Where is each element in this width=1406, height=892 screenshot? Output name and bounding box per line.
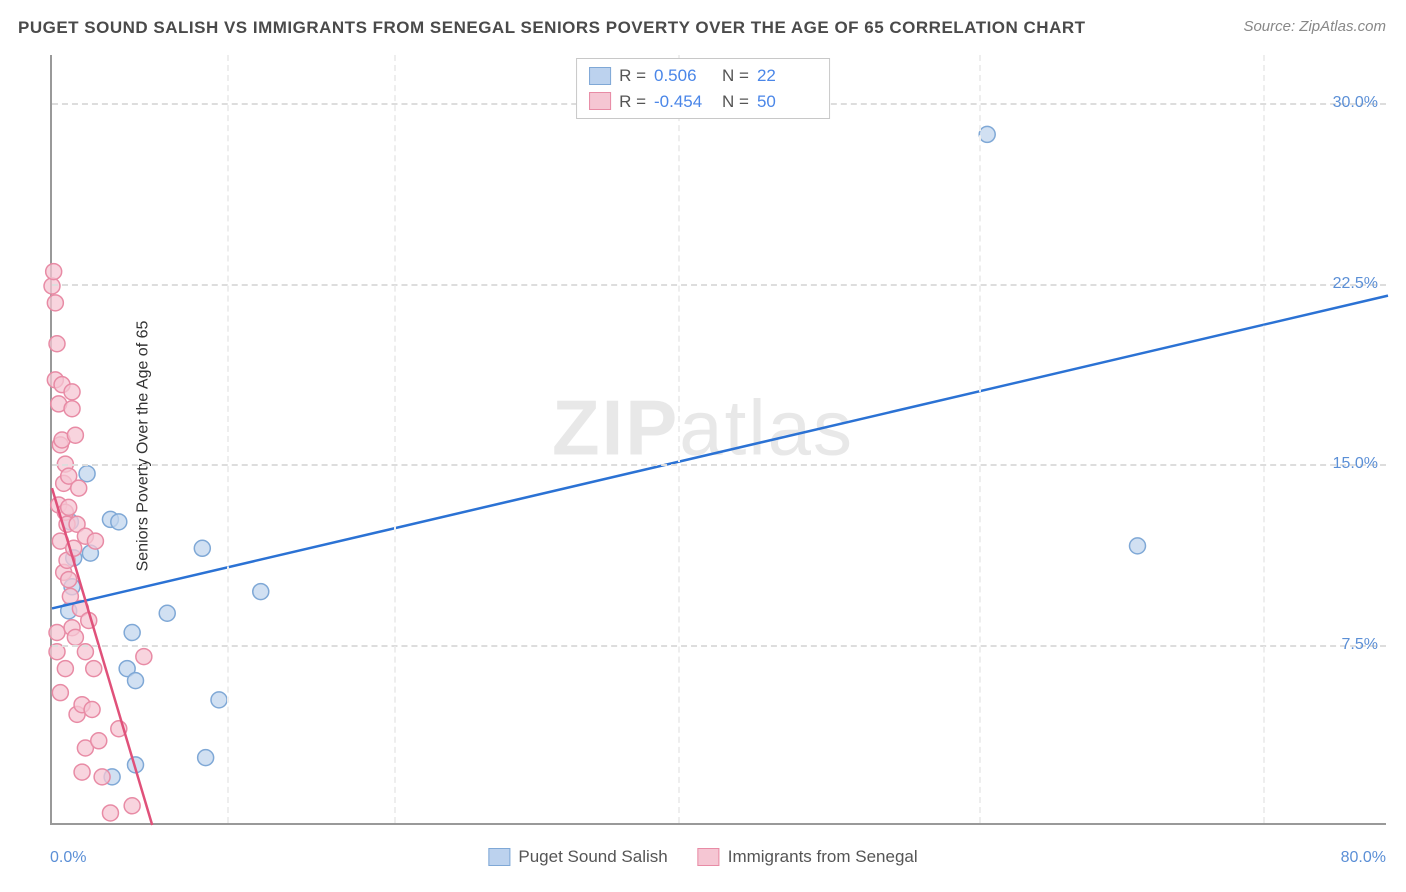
data-point bbox=[124, 798, 140, 814]
y-tick-label: 7.5% bbox=[1342, 636, 1378, 654]
data-point bbox=[49, 625, 65, 641]
legend-label: Puget Sound Salish bbox=[518, 847, 667, 867]
y-tick-label: 15.0% bbox=[1333, 455, 1378, 473]
legend-r-label: R = bbox=[619, 63, 646, 89]
data-point bbox=[136, 649, 152, 665]
data-point bbox=[61, 572, 77, 588]
gridline-h bbox=[52, 464, 1386, 466]
plot-area: 7.5% 15.0% 22.5% 30.0% bbox=[50, 55, 1386, 825]
data-point bbox=[253, 584, 269, 600]
gridline-v bbox=[394, 55, 396, 823]
data-point bbox=[67, 427, 83, 443]
data-point bbox=[128, 673, 144, 689]
data-point bbox=[49, 336, 65, 352]
legend-label: Immigrants from Senegal bbox=[728, 847, 918, 867]
data-point bbox=[47, 295, 63, 311]
legend-swatch bbox=[589, 92, 611, 110]
data-point bbox=[86, 661, 102, 677]
plot-svg bbox=[52, 55, 1386, 823]
legend-swatch bbox=[698, 848, 720, 866]
legend-swatch bbox=[589, 67, 611, 85]
regression-line bbox=[52, 296, 1388, 609]
data-point bbox=[1130, 538, 1146, 554]
gridline-v bbox=[979, 55, 981, 823]
chart-title: PUGET SOUND SALISH VS IMMIGRANTS FROM SE… bbox=[18, 18, 1086, 38]
data-point bbox=[111, 514, 127, 530]
gridline-v bbox=[678, 55, 680, 823]
gridline-h bbox=[52, 284, 1386, 286]
data-point bbox=[61, 499, 77, 515]
data-point bbox=[71, 480, 87, 496]
gridline-v bbox=[227, 55, 229, 823]
legend-r-value: -0.454 bbox=[654, 89, 714, 115]
legend-n-label: N = bbox=[722, 89, 749, 115]
data-point bbox=[91, 733, 107, 749]
gridline-v bbox=[1263, 55, 1265, 823]
legend-r-value: 0.506 bbox=[654, 63, 714, 89]
legend-row: R = 0.506 N = 22 bbox=[589, 63, 817, 89]
y-tick-label: 22.5% bbox=[1333, 275, 1378, 293]
y-tick-label: 30.0% bbox=[1333, 94, 1378, 112]
correlation-legend: R = 0.506 N = 22 R = -0.454 N = 50 bbox=[576, 58, 830, 119]
legend-r-label: R = bbox=[619, 89, 646, 115]
gridline-h bbox=[52, 645, 1386, 647]
x-tick-min: 0.0% bbox=[50, 849, 86, 867]
data-point bbox=[194, 540, 210, 556]
data-point bbox=[979, 126, 995, 142]
data-point bbox=[67, 629, 83, 645]
data-point bbox=[52, 685, 68, 701]
data-point bbox=[87, 533, 103, 549]
data-point bbox=[94, 769, 110, 785]
data-point bbox=[79, 466, 95, 482]
source-label: Source: ZipAtlas.com bbox=[1243, 18, 1386, 35]
data-point bbox=[211, 692, 227, 708]
data-point bbox=[124, 625, 140, 641]
data-point bbox=[64, 384, 80, 400]
data-point bbox=[198, 750, 214, 766]
data-point bbox=[57, 661, 73, 677]
data-point bbox=[46, 264, 62, 280]
data-point bbox=[159, 605, 175, 621]
legend-n-label: N = bbox=[722, 63, 749, 89]
x-tick-max: 80.0% bbox=[1341, 849, 1386, 867]
data-point bbox=[74, 764, 90, 780]
data-point bbox=[84, 702, 100, 718]
legend-swatch bbox=[488, 848, 510, 866]
data-point bbox=[102, 805, 118, 821]
legend-item: Puget Sound Salish bbox=[488, 847, 667, 867]
legend-n-value: 22 bbox=[757, 63, 817, 89]
legend-row: R = -0.454 N = 50 bbox=[589, 89, 817, 115]
series-legend: Puget Sound Salish Immigrants from Senega… bbox=[488, 847, 917, 867]
data-point bbox=[44, 278, 60, 294]
legend-item: Immigrants from Senegal bbox=[698, 847, 918, 867]
legend-n-value: 50 bbox=[757, 89, 817, 115]
data-point bbox=[64, 401, 80, 417]
